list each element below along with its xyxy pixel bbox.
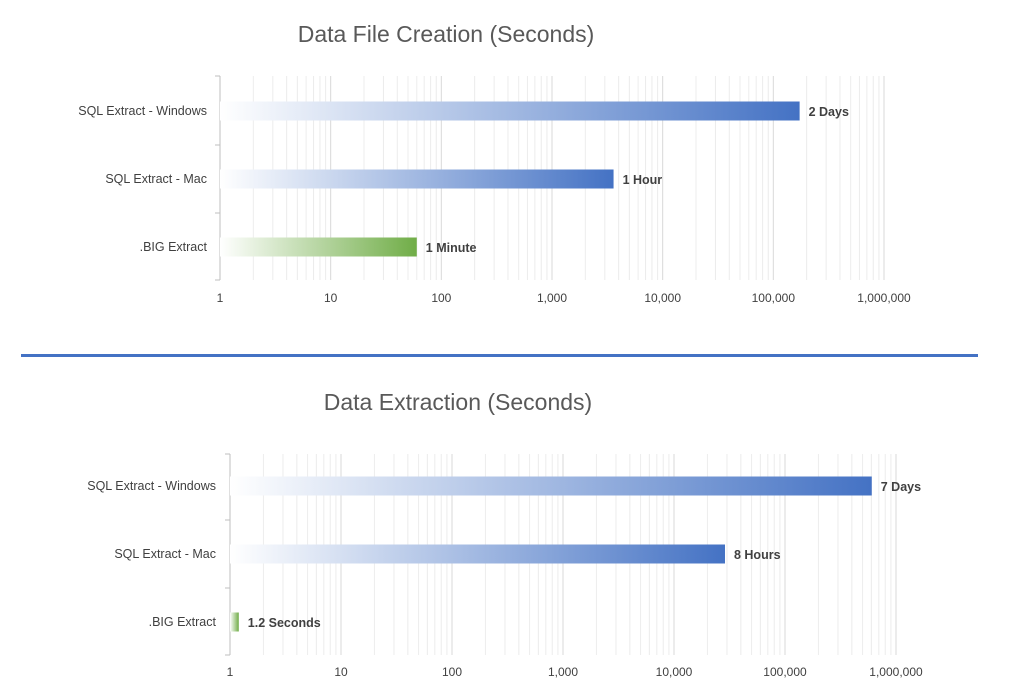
chart-title: Data Extraction (Seconds) [323, 389, 593, 415]
x-tick-label: 10 [334, 665, 348, 679]
x-tick-label: 100,000 [763, 665, 807, 679]
x-tick-label: 1 [227, 665, 234, 679]
data-label: 1 Minute [426, 241, 477, 255]
data-label: 8 Hours [734, 548, 781, 562]
data-extraction-chart: Data Extraction (Seconds) 7 Days SQL Extr… [0, 372, 1010, 693]
category-label: SQL Extract - Windows [87, 479, 216, 493]
plot-area: 2 Days SQL Extract - Windows 1 Hour SQL Ext… [78, 75, 911, 305]
section-divider [21, 354, 978, 357]
data-label: 7 Days [881, 480, 921, 494]
bar [230, 544, 725, 564]
data-label: 1.2 Seconds [248, 616, 321, 630]
category-label: SQL Extract - Windows [78, 104, 207, 118]
x-tick-label: 1 [217, 291, 224, 305]
plot-area: 7 Days SQL Extract - Windows 8 Hours SQL Ex… [87, 453, 923, 679]
x-tick-label: 1,000 [537, 291, 567, 305]
bar [220, 169, 614, 189]
category-label: .BIG Extract [140, 240, 208, 254]
x-tick-label: 1,000,000 [869, 665, 923, 679]
x-tick-label: 10 [324, 291, 338, 305]
bar [220, 237, 417, 257]
x-tick-label: 1,000 [548, 665, 578, 679]
data-label: 2 Days [809, 105, 849, 119]
category-label: SQL Extract - Mac [105, 172, 207, 186]
x-tick-label: 10,000 [656, 665, 693, 679]
data-file-creation-chart: Data File Creation (Seconds) 2 Days SQL E… [0, 0, 1010, 330]
x-tick-label: 100 [442, 665, 462, 679]
bar [230, 476, 872, 496]
x-tick-label: 100,000 [752, 291, 796, 305]
bar [220, 101, 800, 121]
chart-title: Data File Creation (Seconds) [297, 21, 595, 47]
x-tick-label: 100 [431, 291, 451, 305]
category-label: SQL Extract - Mac [114, 547, 216, 561]
category-label: .BIG Extract [149, 615, 217, 629]
x-tick-label: 10,000 [644, 291, 681, 305]
data-label: 1 Hour [623, 173, 663, 187]
bar [230, 612, 239, 632]
x-tick-label: 1,000,000 [857, 291, 911, 305]
